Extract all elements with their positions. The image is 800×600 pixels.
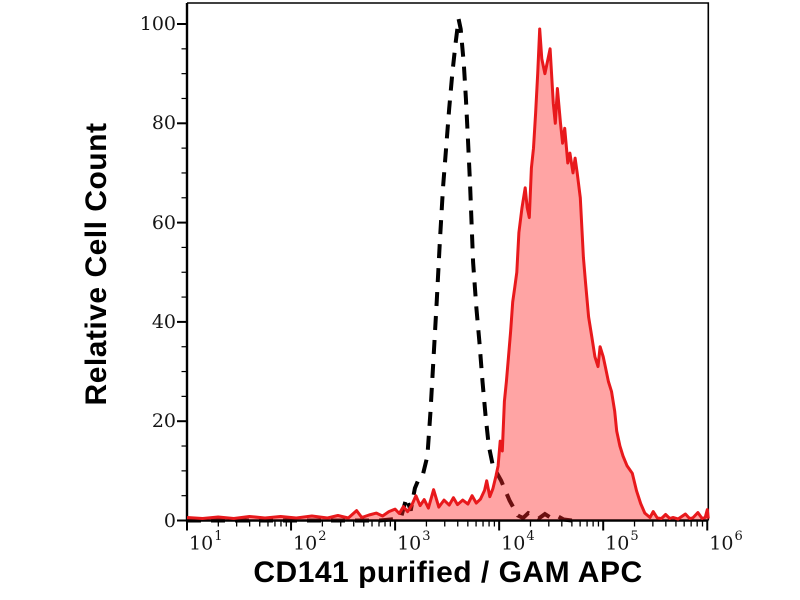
y-tick-label: 0 [163, 509, 176, 532]
stained-red-filled-curve [186, 27, 710, 521]
y-tick-label: 80 [151, 112, 176, 135]
x-tick-label: 103 [397, 529, 431, 555]
y-tick-label: 100 [139, 13, 176, 35]
stained-red-filled-fill [187, 29, 709, 520]
y-tick-label: 60 [151, 211, 176, 234]
plot-frame-axes [185, 3, 709, 522]
x-tick-label: 102 [293, 529, 327, 555]
y-tick-label: 20 [151, 410, 176, 433]
plot-frame-top-right [187, 2, 710, 521]
x-tick-label: 105 [605, 529, 639, 555]
y-axis-label: Relative Cell Count [80, 122, 113, 406]
x-tick-label: 101 [189, 529, 223, 555]
x-tick-label: 104 [501, 529, 535, 555]
control-dashed-curve [187, 18, 573, 523]
y-tick-label: 40 [151, 310, 176, 333]
x-tick-label: 106 [709, 529, 743, 555]
x-axis-label: CD141 purified / GAM APC [253, 556, 643, 589]
